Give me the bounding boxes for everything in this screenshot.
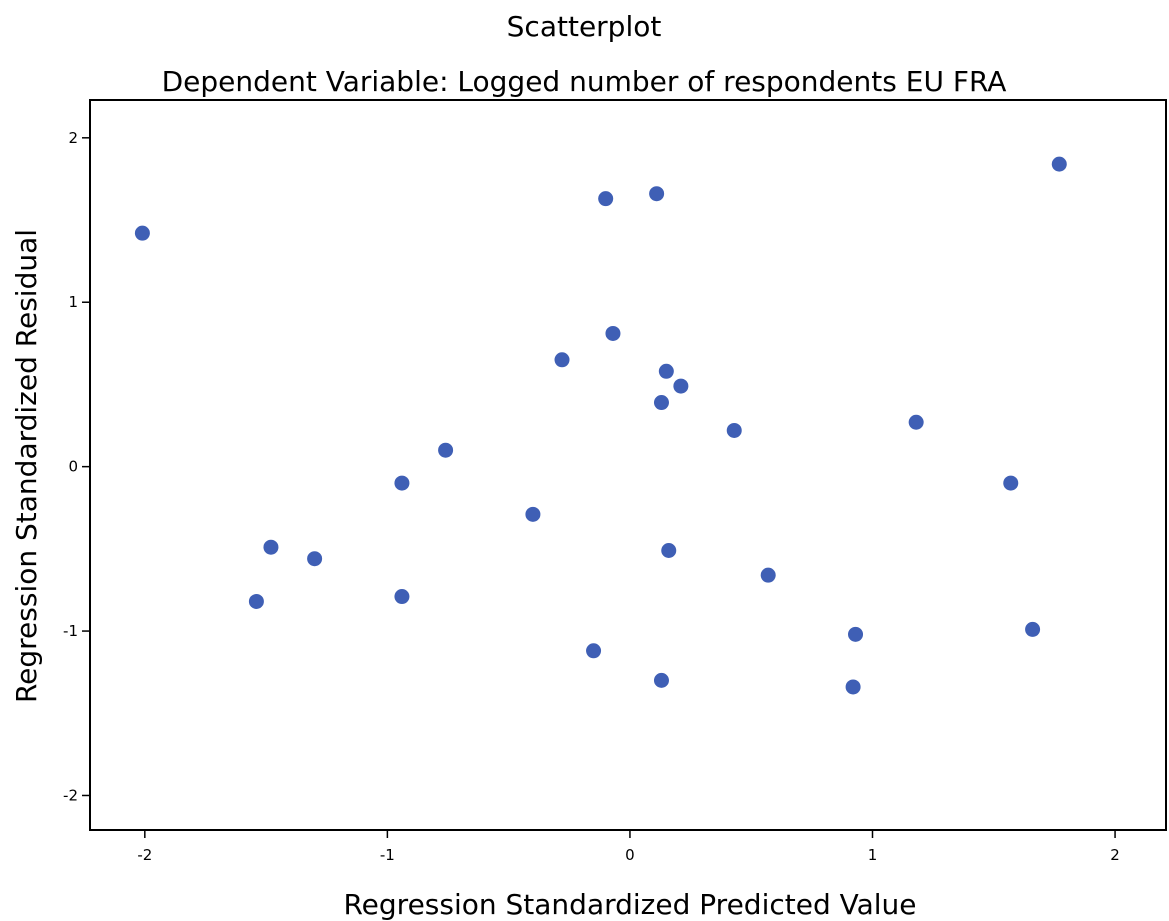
y-tick-label: 2: [68, 129, 78, 147]
point: [653, 395, 669, 411]
point: [263, 539, 279, 555]
point: [1025, 621, 1041, 637]
point: [726, 422, 742, 438]
point: [649, 186, 665, 202]
point: [586, 643, 602, 659]
point: [760, 567, 776, 583]
point: [845, 679, 861, 695]
y-tick-label: 0: [68, 458, 78, 476]
point: [908, 414, 924, 430]
point: [598, 191, 614, 207]
point: [658, 363, 674, 379]
point: [673, 378, 689, 394]
point: [661, 542, 677, 558]
x-axis-label: Regression Standardized Predicted Value: [343, 888, 916, 921]
point: [554, 352, 570, 368]
x-tick-label: 2: [1110, 846, 1120, 864]
chart-title: Scatterplot: [507, 10, 662, 43]
point: [307, 551, 323, 567]
y-tick-label: 1: [68, 293, 78, 311]
plot-frame: [89, 99, 1167, 831]
point: [438, 442, 454, 458]
point: [653, 672, 669, 688]
y-axis-label: Regression Standardized Residual: [10, 229, 43, 703]
point: [605, 325, 621, 341]
chart-subtitle: Dependent Variable: Logged number of res…: [162, 65, 1007, 98]
y-tick-label: -1: [63, 622, 78, 640]
x-tick-label: 1: [868, 846, 878, 864]
point: [248, 593, 264, 609]
point: [394, 475, 410, 491]
point: [525, 506, 541, 522]
y-tick-label: -2: [63, 786, 78, 804]
point: [1003, 475, 1019, 491]
point: [394, 589, 410, 605]
point: [848, 626, 864, 642]
x-tick-label: -1: [380, 846, 395, 864]
point: [134, 225, 150, 241]
point: [1051, 156, 1067, 172]
x-tick-label: -2: [137, 846, 152, 864]
x-tick-label: 0: [625, 846, 635, 864]
